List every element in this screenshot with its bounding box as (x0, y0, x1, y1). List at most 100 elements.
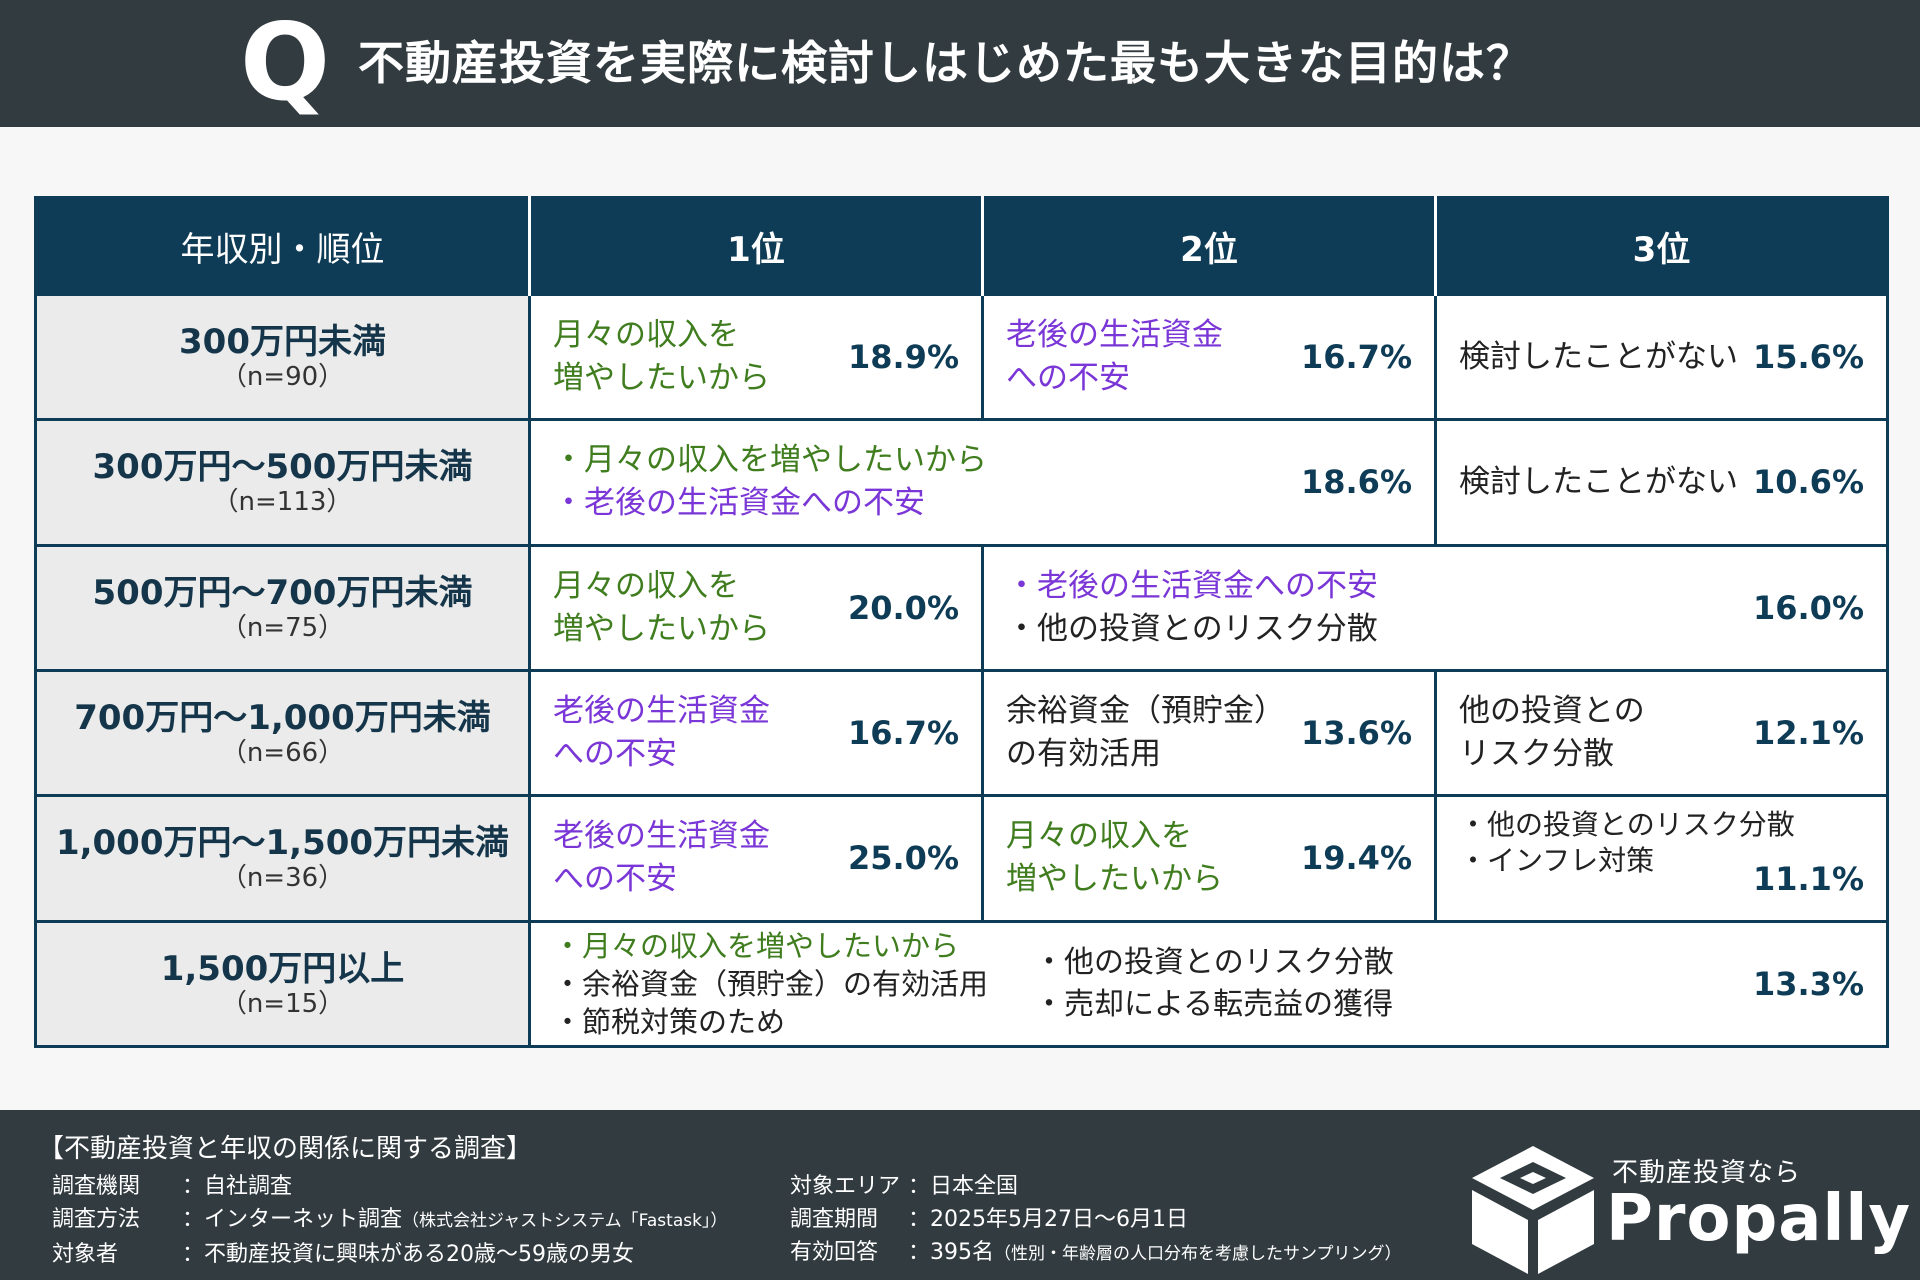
answer-text: 老後の生活資金 (1006, 317, 1223, 354)
info-label: 調査機関 (52, 1174, 141, 1199)
info-note: （株式会社ジャストシステム「Fastask」） (402, 1211, 728, 1231)
rank1-cell: 老後の生活資金 への不安 25.0% (528, 794, 984, 923)
rank2-cell: 月々の収入を 増やしたいから 19.4% (981, 794, 1437, 923)
survey-info-left: 調査機関 ：自社調査 調査方法 ：インターネット調査（株式会社ジャストシステム「Fa… (52, 1170, 727, 1271)
info-value: ：インターネット調査 (182, 1207, 403, 1232)
rank2-cell: 老後の生活資金 への不安 16.7% (981, 292, 1437, 422)
answer-text: 他の投資との (1459, 693, 1645, 730)
table-header-row: 年収別・順位 1位 2位 3位 (35, 197, 1888, 295)
table-row: 300万円未満 （n=90） 月々の収入を 増やしたいから 18.9% 老後の生活… (34, 292, 1889, 422)
info-label: 有効回答 (790, 1240, 879, 1265)
sample-size: （n=113） (212, 487, 353, 518)
percentage: 16.7% (847, 714, 959, 753)
column-header-income: 年収別・順位 (35, 197, 530, 295)
rank1-cell: 月々の収入を 増やしたいから 20.0% (528, 543, 984, 672)
row-header: 300万円～500万円未満 （n=113） (34, 418, 531, 547)
answer-text: ・老後の生活資金への不安 (553, 485, 925, 522)
income-bracket: 700万円～1,000万円未満 (74, 698, 491, 739)
percentage: 18.9% (847, 338, 959, 377)
sample-size: （n=36） (220, 863, 345, 894)
income-bracket: 300万円～500万円未満 (92, 447, 473, 488)
info-value: ：2025年5月27日～6月1日 (908, 1207, 1188, 1232)
answer-text: 余裕資金（預貯金） (1006, 693, 1285, 730)
percentage: 18.6% (1300, 463, 1412, 502)
info-value: ：不動産投資に興味がある20歳～59歳の男女 (182, 1242, 634, 1267)
info-value: ：自社調査 (182, 1174, 293, 1199)
answer-text: ・月々の収入を増やしたいから (553, 442, 987, 479)
info-note: （性別・年齢層の人口分布を考慮したサンプリング） (994, 1244, 1402, 1264)
income-bracket: 500万円～700万円未満 (92, 572, 473, 613)
row-header: 500万円～700万円未満 （n=75） (34, 543, 531, 672)
rank1-3-merged-cell: ・月々の収入を増やしたいから ・余裕資金（預貯金）の有効活用 ・節税対策のため … (528, 919, 1889, 1049)
info-label: 対象エリア (790, 1174, 901, 1199)
answer-text: 老後の生活資金 (553, 693, 770, 730)
answer-text: への不安 (553, 736, 677, 773)
percentage: 20.0% (847, 588, 959, 627)
column-header-rank1: 1位 (528, 197, 983, 295)
answer-text: ・余裕資金（預貯金）の有効活用 (553, 966, 989, 1001)
row-header: 700万円～1,000万円未満 （n=66） (34, 668, 531, 798)
table-row: 500万円～700万円未満 （n=75） 月々の収入を 増やしたいから 20.0%… (34, 543, 1889, 672)
page-header: Q 不動産投資を実際に検討しはじめた最も大きな目的は？ (0, 0, 1920, 127)
answer-text: ・インフレ対策 (1459, 844, 1655, 878)
column-header-rank2: 2位 (981, 197, 1436, 295)
rank1-cell: 老後の生活資金 への不安 16.7% (528, 668, 984, 798)
percentage: 13.6% (1300, 714, 1412, 753)
info-label: 対象者 (52, 1242, 119, 1267)
logo-tagline: 不動産投資なら (1612, 1158, 1802, 1188)
rank3-cell: 検討したことがない 15.6% (1434, 292, 1889, 422)
ranking-table: 年収別・順位 1位 2位 3位 300万円未満 （n=90） 月々の収入を 増やし… (34, 196, 1889, 1049)
question-title: 不動産投資を実際に検討しはじめた最も大きな目的は？ (358, 36, 1533, 90)
answer-text: ・他の投資とのリスク分散 (1006, 610, 1378, 647)
percentage: 13.3% (1752, 964, 1864, 1003)
answer-text: 検討したことがない (1459, 338, 1738, 375)
rank3-cell: 他の投資との リスク分散 12.1% (1434, 668, 1889, 798)
answer-text: 増やしたいから (553, 360, 770, 397)
survey-footer: 【不動産投資と年収の関係に関する調査】 調査機関 ：自社調査 調査方法 ：インターネ… (0, 1110, 1920, 1280)
percentage: 15.6% (1752, 338, 1864, 377)
percentage: 16.0% (1752, 588, 1864, 627)
answer-text: 検討したことがない (1459, 463, 1738, 500)
income-bracket: 1,500万円以上 (160, 948, 405, 989)
info-value: ：395名 (908, 1240, 994, 1265)
answer-text: への不安 (553, 861, 677, 898)
answer-text: ・他の投資とのリスク分散 (1459, 808, 1795, 842)
q-mark: Q (240, 1, 331, 124)
column-header-rank3: 3位 (1434, 197, 1888, 295)
table-row: 1,500万円以上 （n=15） ・月々の収入を増やしたいから ・余裕資金（預貯… (34, 919, 1889, 1049)
income-bracket: 300万円未満 (179, 322, 386, 363)
answer-text: 増やしたいから (1006, 861, 1223, 898)
row-header: 300万円未満 （n=90） (34, 292, 531, 422)
answer-text: ・他の投資とのリスク分散 (1034, 944, 1394, 980)
survey-title: 【不動産投資と年収の関係に関する調査】 (38, 1134, 533, 1164)
sample-size: （n=75） (220, 612, 345, 643)
percentage: 12.1% (1752, 714, 1864, 753)
answer-text: 老後の生活資金 (553, 818, 770, 855)
rank3-cell: 検討したことがない 10.6% (1434, 418, 1889, 547)
table-row: 300万円～500万円未満 （n=113） ・月々の収入を増やしたいから ・老後の… (34, 418, 1889, 547)
survey-info-right: 対象エリア ：日本全国 調査期間 ：2025年5月27日～6月1日 有効回答 ：395… (790, 1170, 1402, 1271)
rank2-cell: 余裕資金（預貯金） の有効活用 13.6% (981, 668, 1437, 798)
answer-text: ・売却による転売益の獲得 (1034, 986, 1394, 1022)
percentage: 25.0% (847, 839, 959, 878)
rank1-2-merged-cell: ・月々の収入を増やしたいから ・老後の生活資金への不安 18.6% (528, 418, 1437, 547)
answer-text: ・月々の収入を増やしたいから (553, 928, 960, 963)
answer-text: リスク分散 (1459, 736, 1614, 773)
sample-size: （n=15） (220, 988, 345, 1019)
table-row: 700万円～1,000万円未満 （n=66） 老後の生活資金 への不安 16.7%… (34, 668, 1889, 798)
propally-cube-icon (1472, 1146, 1594, 1274)
income-bracket: 1,000万円～1,500万円未満 (55, 823, 510, 864)
info-label: 調査方法 (52, 1207, 141, 1232)
sample-size: （n=90） (220, 362, 345, 393)
rank1-cell: 月々の収入を 増やしたいから 18.9% (528, 292, 984, 422)
answer-text: への不安 (1006, 360, 1130, 397)
percentage: 19.4% (1300, 839, 1412, 878)
answer-text: ・老後の生活資金への不安 (1006, 567, 1378, 604)
answer-text: 月々の収入を (1006, 818, 1192, 855)
rank3-cell: ・他の投資とのリスク分散 ・インフレ対策 11.1% (1434, 794, 1889, 923)
answer-text: 月々の収入を (553, 317, 739, 354)
percentage: 11.1% (1752, 859, 1864, 898)
row-header: 1,500万円以上 （n=15） (34, 919, 531, 1049)
rank2-3-merged-cell: ・老後の生活資金への不安 ・他の投資とのリスク分散 16.0% (981, 543, 1889, 672)
info-value: ：日本全国 (908, 1174, 1019, 1199)
